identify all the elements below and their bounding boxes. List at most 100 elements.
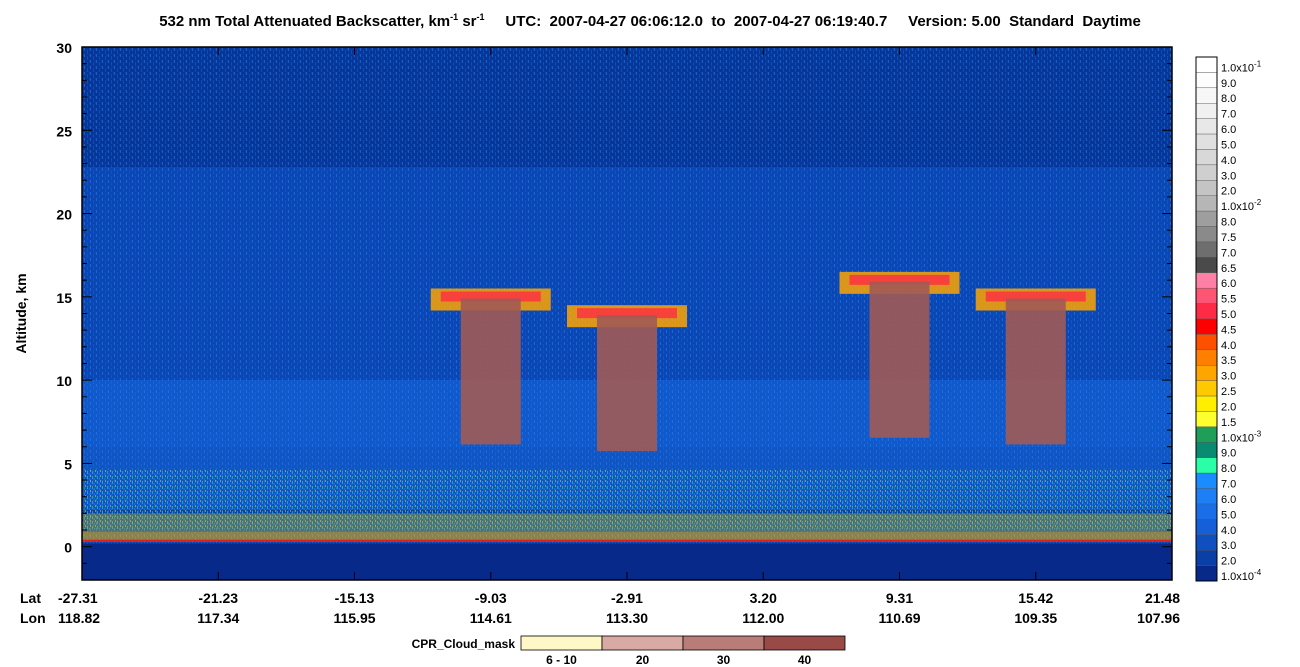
cloud-mask-legend: CPR_Cloud_mask 6 - 10 20 30 40 bbox=[412, 635, 846, 667]
cloud-mask-column bbox=[1005, 298, 1066, 445]
colorbar-swatch bbox=[1195, 334, 1218, 351]
cloud-mask-swatch bbox=[520, 635, 603, 651]
colorbar-label: 1.0x10-2 bbox=[1221, 198, 1262, 213]
colorbar-swatch bbox=[1195, 503, 1218, 520]
colorbar-swatch bbox=[1195, 411, 1218, 428]
colorbar-swatch bbox=[1195, 118, 1218, 135]
utc-end: 2007-04-27 06:19:40.7 bbox=[733, 13, 888, 30]
y-tick-label: 30 bbox=[56, 40, 72, 56]
colorbar-swatch bbox=[1195, 103, 1218, 119]
cloud-top-core bbox=[440, 291, 541, 302]
cloud-top-core bbox=[849, 274, 950, 285]
lon-tick-label: 114.61 bbox=[470, 610, 512, 626]
lat-tick-label: 3.20 bbox=[750, 590, 777, 606]
y-tick-label: 15 bbox=[56, 290, 72, 306]
colorbar-label: 3.0 bbox=[1221, 170, 1236, 182]
colorbar-swatch bbox=[1195, 303, 1218, 320]
colorbar-label: 6.0 bbox=[1221, 124, 1236, 136]
colorbar-label: 7.0 bbox=[1221, 109, 1236, 121]
lat-tick-label: 21.48 bbox=[1145, 590, 1180, 606]
colorbar-label: 4.0 bbox=[1221, 525, 1236, 537]
axes: 0 5 10 15 20 25 30 Altitude, km -27.31 118.82 -21.… bbox=[13, 40, 1180, 626]
colorbar-swatch bbox=[1195, 164, 1218, 181]
title-sup-1: -1 bbox=[450, 12, 459, 22]
cloud-system-3 bbox=[839, 271, 960, 438]
colorbar-label: 2.0 bbox=[1221, 556, 1236, 568]
surface-line bbox=[82, 539, 1172, 542]
colorbar-label: 8.0 bbox=[1221, 217, 1236, 229]
colorbar-swatch bbox=[1195, 442, 1218, 458]
colorbar-swatch bbox=[1195, 395, 1218, 412]
y-tick-label: 10 bbox=[56, 373, 72, 389]
colorbar-swatch bbox=[1195, 488, 1218, 505]
colorbar-swatch bbox=[1195, 549, 1218, 566]
cloud-mask-bin-label: 30 bbox=[717, 653, 731, 667]
lat-tick-label: 9.31 bbox=[886, 590, 913, 606]
colorbar-label-exponent: -3 bbox=[1254, 429, 1262, 438]
colorbar-label: 7.5 bbox=[1221, 232, 1236, 244]
lon-tick-label: 113.30 bbox=[606, 610, 648, 626]
lon-tick-label: 112.00 bbox=[742, 610, 784, 626]
lon-tick-label: 109.35 bbox=[1014, 610, 1057, 626]
colorbar-swatch bbox=[1195, 519, 1218, 535]
y-axis-label: Altitude, km bbox=[13, 273, 29, 353]
colorbar-swatch bbox=[1195, 287, 1218, 304]
colorbar-label: 5.0 bbox=[1221, 509, 1236, 521]
cloud-system-1 bbox=[430, 288, 551, 445]
colorbar-label-exponent: -2 bbox=[1254, 198, 1262, 207]
y-tick-label: 0 bbox=[64, 540, 72, 556]
cloud-mask-swatch bbox=[601, 635, 684, 651]
lon-tick-label: 110.69 bbox=[878, 610, 920, 626]
colorbar-swatch bbox=[1195, 365, 1218, 381]
colorbar-swatch bbox=[1195, 180, 1218, 196]
colorbar-label: 6.5 bbox=[1221, 263, 1236, 275]
colorbar-swatch bbox=[1195, 272, 1218, 289]
colorbar-swatch bbox=[1195, 210, 1218, 227]
colorbar-label: 8.0 bbox=[1221, 463, 1236, 475]
colorbar-swatch bbox=[1195, 72, 1218, 89]
colorbar-label: 4.0 bbox=[1221, 155, 1236, 167]
colorbar-swatch bbox=[1195, 56, 1218, 73]
utc-start: 2007-04-27 06:06:12.0 bbox=[549, 13, 703, 30]
y-tick-label: 20 bbox=[56, 207, 72, 223]
colorbar-label: 7.0 bbox=[1221, 247, 1236, 259]
cloud-top-core bbox=[577, 308, 677, 319]
colorbar-swatch bbox=[1195, 87, 1218, 104]
lon-row-label: Lon bbox=[20, 610, 46, 626]
colorbar-swatch bbox=[1195, 457, 1218, 474]
colorbar-label: 7.0 bbox=[1221, 479, 1236, 491]
colorbar-label: 9.0 bbox=[1221, 78, 1236, 90]
chart-title: 532 nm Total Attenuated Backscatter, km-… bbox=[0, 12, 1300, 30]
title-main: 532 nm Total Attenuated Backscatter, km bbox=[159, 13, 451, 30]
mode-label: Daytime bbox=[1082, 13, 1141, 30]
colorbar-label: 2.0 bbox=[1221, 186, 1236, 198]
lat-row-label: Lat bbox=[20, 590, 41, 606]
colorbar-swatch bbox=[1195, 133, 1218, 150]
colorbar-label: 1.0x10-4 bbox=[1221, 568, 1262, 583]
lat-tick-label: -21.23 bbox=[198, 590, 238, 606]
colorbar-label-exponent: -1 bbox=[1254, 59, 1262, 68]
cloud-top-core bbox=[985, 291, 1086, 302]
lat-tick-label: -2.91 bbox=[611, 590, 643, 606]
colorbar-swatch bbox=[1195, 226, 1218, 243]
lat-tick-label: -27.31 bbox=[58, 590, 98, 606]
colorbar-label: 4.5 bbox=[1221, 324, 1236, 336]
colorbar-label: 5.5 bbox=[1221, 294, 1236, 306]
colorbar-swatch bbox=[1195, 149, 1218, 166]
y-tick-label: 25 bbox=[56, 123, 72, 139]
colorbar-label: 3.5 bbox=[1221, 355, 1236, 367]
to-label: to bbox=[711, 13, 726, 30]
colorbar-swatch bbox=[1195, 380, 1218, 397]
cloud-mask-label: CPR_Cloud_mask bbox=[412, 637, 516, 651]
colorbar-label: 6.0 bbox=[1221, 494, 1236, 506]
colorbar-swatch bbox=[1195, 349, 1218, 366]
cloud-mask-bin-label: 6 - 10 bbox=[546, 653, 577, 667]
title-sr: sr bbox=[458, 13, 477, 30]
colorbar-label: 9.0 bbox=[1221, 448, 1236, 460]
cloud-system-4 bbox=[975, 288, 1096, 445]
colorbar-label: 1.0x10-3 bbox=[1221, 429, 1262, 444]
colorbar-swatch bbox=[1195, 257, 1218, 273]
boundary-layer bbox=[82, 513, 1172, 542]
colorbar-label: 1.0x10-1 bbox=[1221, 59, 1262, 74]
colorbar-swatch bbox=[1195, 534, 1218, 551]
